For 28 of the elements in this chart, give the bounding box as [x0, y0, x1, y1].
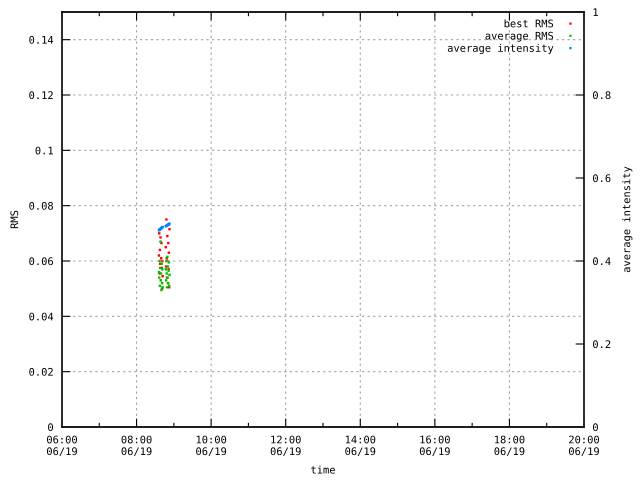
- y2-tick-label: 0.8: [593, 91, 610, 100]
- y-tick-label: 0.06: [29, 257, 53, 266]
- y2-tick-label: 0: [593, 423, 598, 432]
- legend-label: average RMS: [485, 32, 554, 42]
- y-tick-label: 0.12: [29, 91, 53, 100]
- x-tick-label: 16:00 06/19: [420, 436, 450, 456]
- x-tick-label: 18:00 06/19: [494, 436, 524, 456]
- y2-tick-label: 0.6: [593, 174, 610, 182]
- y-tick-label: 0.08: [29, 202, 53, 210]
- y-tick-label: 0.02: [29, 368, 53, 376]
- y2-tick-label: 0.4: [593, 257, 611, 266]
- x-tick-label: 08:00 06/19: [122, 436, 152, 456]
- y2-tick-label: 1: [594, 8, 598, 16]
- y-tick-label: 0.1: [36, 146, 53, 154]
- x-tick-label: 06:00 06/19: [47, 436, 78, 456]
- y2-tick-label: 0.2: [593, 340, 610, 348]
- legend-label: best RMS: [504, 19, 554, 28]
- x-tick-label: 12:00 06/19: [270, 436, 301, 456]
- x-tick-label: 10:00 06/19: [196, 436, 226, 456]
- y2-axis-title: average intensity: [622, 166, 632, 272]
- y-tick-label: 0: [48, 423, 53, 432]
- legend-label: average intensity: [448, 44, 554, 54]
- y-tick-label: 0.14: [29, 36, 54, 44]
- x-tick-label: 14:00 06/19: [345, 436, 376, 456]
- x-axis-title: time: [311, 466, 335, 474]
- y-tick-label: 0.04: [29, 312, 54, 320]
- y-axis-title: RMS: [10, 210, 18, 228]
- x-tick-label: 20:00 06/19: [569, 436, 600, 456]
